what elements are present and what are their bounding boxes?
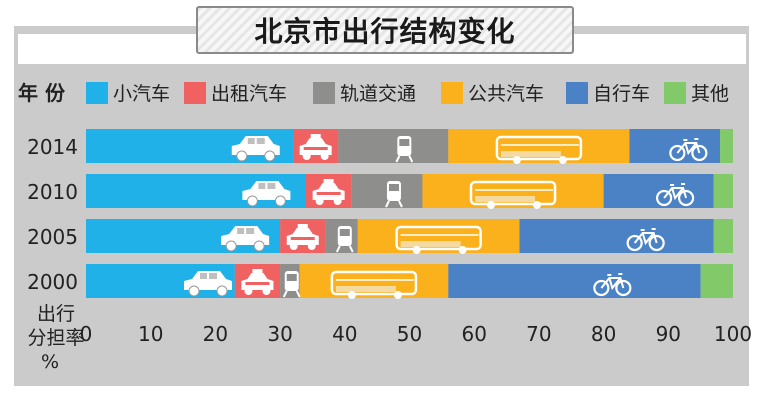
bar-2010-3 — [422, 174, 604, 208]
bar-2005-4 — [519, 219, 714, 253]
x-tick-10: 10 — [138, 322, 163, 346]
train-icon — [335, 226, 354, 253]
bicycle-icon — [626, 228, 665, 252]
x-tick-40: 40 — [332, 322, 357, 346]
taxi-icon — [241, 269, 274, 295]
y-tick-2005: 2005 — [27, 225, 78, 249]
legend-title: 年 份 — [18, 81, 66, 105]
bar-2010-5 — [713, 174, 733, 208]
x-axis-label-line-3: % — [41, 351, 59, 373]
bicycle-icon — [593, 273, 632, 297]
bar-2000-3 — [299, 264, 449, 298]
legend-swatch-1 — [184, 82, 206, 104]
car-icon — [231, 136, 280, 162]
title-box: 北京市出行结构变化 — [196, 6, 574, 54]
car-icon — [221, 226, 270, 252]
bar-2010-2 — [351, 174, 423, 208]
legend-label-1: 出租汽车 — [211, 83, 287, 105]
chart-title: 北京市出行结构变化 — [254, 15, 516, 48]
x-axis-label-line-1: 出行 — [37, 303, 75, 325]
bus-icon — [395, 225, 482, 254]
y-tick-2010: 2010 — [27, 180, 78, 204]
bar-2014-2 — [338, 129, 449, 163]
x-tick-50: 50 — [397, 322, 422, 346]
x-tick-0: 0 — [80, 322, 93, 346]
x-tick-100: 100 — [714, 322, 752, 346]
taxi-icon — [299, 134, 332, 160]
bar-2014-3 — [448, 129, 630, 163]
bus-icon — [469, 180, 557, 209]
bus-icon — [330, 270, 418, 299]
bar-2000-4 — [448, 264, 701, 298]
car-icon — [242, 181, 291, 207]
legend-label-0: 小汽车 — [113, 83, 170, 105]
y-tick-labels: 2014 2010 2005 2000 — [27, 135, 78, 294]
y-tick-2014: 2014 — [27, 135, 78, 159]
legend-swatch-3 — [441, 82, 463, 104]
bus-icon — [495, 135, 583, 164]
bar-2005-5 — [713, 219, 733, 253]
mode-icons — [184, 134, 708, 299]
bar-2005-3 — [357, 219, 520, 253]
x-tick-30: 30 — [267, 322, 292, 346]
x-tick-labels: 0 10 20 30 40 50 60 70 80 90 100 — [80, 322, 752, 346]
legend-swatch-5 — [664, 82, 686, 104]
bicycle-icon — [669, 138, 708, 162]
legend-swatch-0 — [86, 82, 108, 104]
legend-label-4: 自行车 — [593, 83, 650, 105]
legend-swatch-4 — [566, 82, 588, 104]
x-tick-90: 90 — [656, 322, 681, 346]
x-tick-80: 80 — [591, 322, 616, 346]
legend-label-5: 其他 — [691, 83, 729, 105]
legend-swatch-2 — [313, 82, 335, 104]
bicycle-icon — [655, 183, 695, 207]
bar-2014-5 — [720, 129, 733, 163]
x-axis-label-line-2: 分担率 — [27, 327, 84, 349]
legend: 年 份 小汽车 出租汽车 轨道交通 公共汽车 自行车 其他 — [18, 81, 729, 105]
legend-label-2: 轨道交通 — [340, 83, 416, 105]
train-icon — [282, 271, 301, 298]
train-icon — [395, 136, 414, 163]
bar-2000-5 — [700, 264, 733, 298]
legend-label-3: 公共汽车 — [468, 83, 544, 105]
taxi-icon — [312, 179, 345, 205]
train-icon — [385, 181, 403, 208]
car-icon — [184, 271, 233, 297]
x-tick-70: 70 — [526, 322, 551, 346]
x-tick-60: 60 — [461, 322, 486, 346]
x-tick-20: 20 — [203, 322, 228, 346]
x-axis-label: 出行 分担率 % — [27, 303, 84, 373]
y-tick-2000: 2000 — [27, 270, 78, 294]
taxi-icon — [286, 224, 319, 250]
